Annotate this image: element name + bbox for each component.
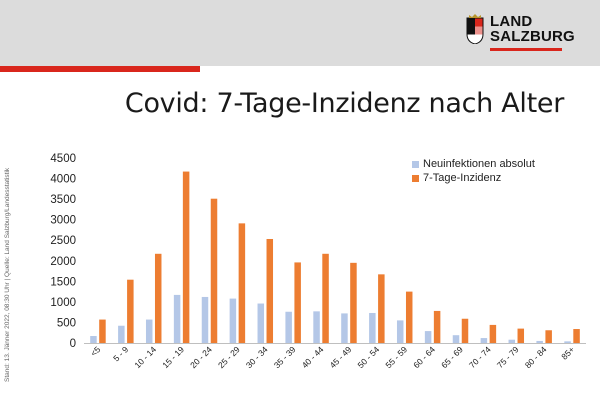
page-title: Covid: 7-Tage-Inzidenz nach Alter	[124, 88, 564, 119]
header-accent-bar	[0, 66, 200, 72]
x-tick-label: <5	[88, 344, 102, 358]
x-tick-label: 35 - 39	[272, 344, 298, 370]
x-tick-label: 45 - 49	[328, 344, 354, 370]
bar-neuinfektionen	[508, 339, 516, 343]
y-tick-label: 4000	[50, 174, 76, 186]
bar-inzidenz	[154, 253, 162, 343]
x-tick-label: 55 - 59	[383, 344, 409, 370]
bar-inzidenz	[517, 328, 525, 343]
legend-item-neuinfektionen: Neuinfektionen absolut	[412, 157, 535, 171]
bar-inzidenz	[99, 319, 106, 343]
bar-inzidenz	[545, 330, 552, 343]
bar-neuinfektionen	[536, 340, 543, 343]
chart-legend: Neuinfektionen absolut 7-Tage-Inzidenz	[412, 157, 535, 185]
y-tick-label: 0	[70, 338, 76, 350]
y-tick-label: 4500	[50, 153, 76, 165]
y-tick-label: 1000	[50, 297, 76, 309]
bar-inzidenz	[294, 262, 301, 343]
bar-inzidenz	[238, 223, 246, 343]
bar-neuinfektionen	[452, 335, 460, 343]
x-tick-label: 85+	[559, 344, 576, 361]
bar-inzidenz	[489, 324, 497, 343]
logo-underline	[490, 48, 562, 51]
y-tick-label: 2000	[50, 256, 76, 268]
x-tick-label: 10 - 14	[132, 344, 158, 370]
logo-text: LAND SALZBURG	[490, 14, 575, 44]
x-tick-label: 50 - 54	[355, 344, 381, 370]
bar-neuinfektionen	[424, 331, 432, 343]
header-band	[0, 0, 600, 66]
x-tick-label: 80 - 84	[523, 344, 549, 370]
x-tick-label: 65 - 69	[439, 344, 465, 370]
bar-neuinfektionen	[257, 303, 265, 343]
bar-neuinfektionen	[564, 341, 571, 343]
bar-inzidenz	[127, 279, 134, 343]
bar-neuinfektionen	[145, 319, 153, 343]
coat-of-arms-icon	[466, 14, 484, 44]
bar-inzidenz	[405, 291, 413, 343]
bar-inzidenz	[210, 198, 218, 343]
bar-neuinfektionen	[173, 294, 181, 343]
x-tick-label: 60 - 64	[411, 344, 437, 370]
y-tick-label: 3000	[50, 215, 76, 227]
legend-label-inzidenz: 7-Tage-Inzidenz	[423, 172, 502, 184]
bar-neuinfektionen	[369, 312, 376, 343]
x-tick-label: 25 - 29	[216, 344, 242, 370]
y-tick-label: 3500	[50, 194, 76, 206]
x-tick-label: 20 - 24	[188, 344, 214, 370]
bar-inzidenz	[322, 253, 329, 343]
legend-label-neuinfektionen: Neuinfektionen absolut	[423, 158, 535, 170]
y-tick-label: 500	[57, 317, 76, 329]
y-tick-label: 1500	[50, 276, 76, 288]
x-tick-label: 75 - 79	[495, 344, 521, 370]
bar-neuinfektionen	[313, 311, 320, 343]
bar-neuinfektionen	[201, 296, 209, 343]
legend-item-inzidenz: 7-Tage-Inzidenz	[412, 171, 535, 185]
bar-inzidenz	[350, 262, 357, 343]
y-tick-label: 2500	[50, 235, 76, 247]
bar-inzidenz	[266, 238, 274, 343]
bar-neuinfektionen	[396, 320, 404, 343]
bar-inzidenz	[433, 310, 441, 343]
logo-line-2: SALZBURG	[490, 28, 575, 45]
bar-neuinfektionen	[341, 313, 348, 343]
land-salzburg-logo: LAND SALZBURG	[466, 14, 586, 60]
x-tick-label: 5 - 9	[111, 344, 130, 363]
x-tick-label: 15 - 19	[160, 344, 186, 370]
bar-neuinfektionen	[90, 336, 97, 343]
x-tick-label: 70 - 74	[467, 344, 493, 370]
legend-swatch-inzidenz	[412, 174, 419, 182]
bar-neuinfektionen	[285, 311, 292, 343]
bar-neuinfektionen	[118, 325, 125, 343]
logo-line-1: LAND	[490, 13, 533, 30]
bar-inzidenz	[182, 171, 190, 343]
bar-inzidenz	[573, 329, 580, 343]
bar-neuinfektionen	[480, 338, 488, 343]
x-tick-label: 40 - 44	[300, 344, 326, 370]
legend-swatch-neuinfektionen	[412, 160, 419, 168]
x-tick-label: 30 - 34	[244, 344, 270, 370]
bar-inzidenz	[378, 274, 385, 343]
bar-inzidenz	[461, 318, 469, 343]
bar-neuinfektionen	[229, 298, 237, 343]
